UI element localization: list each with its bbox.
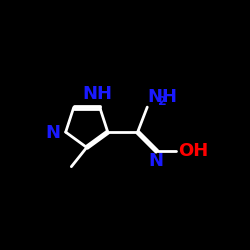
Text: NH: NH	[147, 88, 177, 106]
Text: OH: OH	[178, 142, 208, 160]
Text: 2: 2	[158, 95, 166, 108]
Text: NH: NH	[83, 84, 113, 102]
Text: N: N	[46, 124, 61, 142]
Text: N: N	[148, 152, 164, 170]
